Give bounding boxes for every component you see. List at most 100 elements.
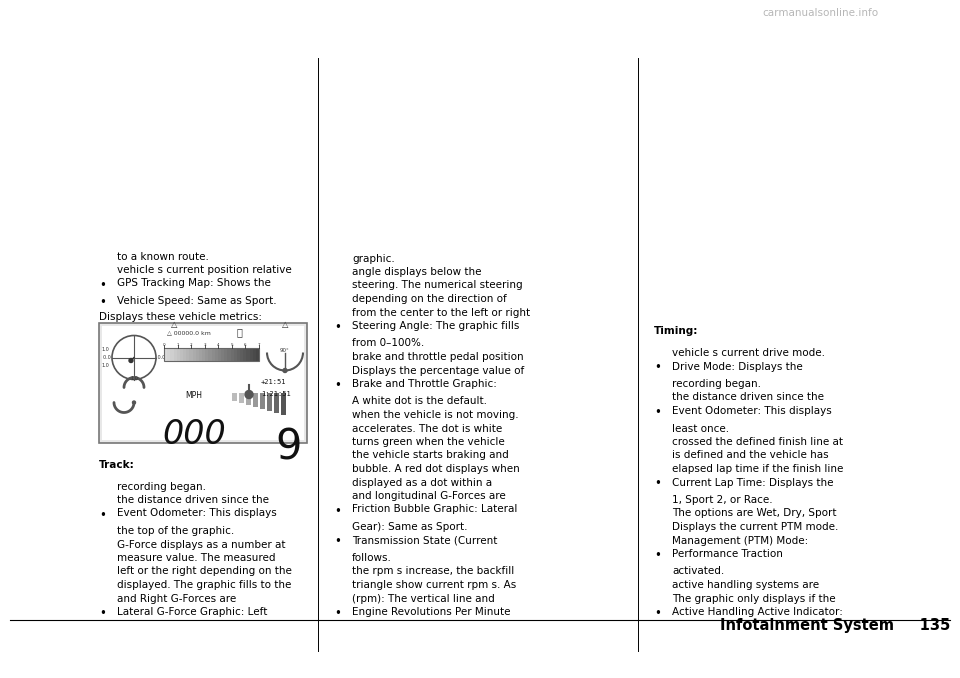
Bar (193, 348, 196, 361)
Text: GPS Tracking Map: Shows the: GPS Tracking Map: Shows the (117, 279, 271, 289)
Text: Gear): Same as Sport.: Gear): Same as Sport. (352, 522, 468, 532)
Bar (239, 393, 244, 403)
Text: 1:21:51: 1:21:51 (261, 391, 291, 397)
Circle shape (132, 401, 135, 404)
Bar (189, 348, 193, 361)
Bar (274, 393, 279, 412)
Bar (174, 348, 178, 361)
Text: Management (PTM) Mode:: Management (PTM) Mode: (672, 536, 808, 546)
Text: the distance driven since the: the distance driven since the (672, 393, 824, 403)
Bar (225, 348, 228, 361)
Text: Track:: Track: (99, 460, 134, 470)
Text: The options are Wet, Dry, Sport: The options are Wet, Dry, Sport (672, 508, 836, 519)
Circle shape (283, 369, 287, 372)
Text: Current Lap Time: Displays the: Current Lap Time: Displays the (672, 477, 833, 487)
Text: 90°: 90° (280, 348, 290, 353)
Text: Friction Bubble Graphic: Lateral: Friction Bubble Graphic: Lateral (352, 504, 517, 515)
Text: the distance driven since the: the distance driven since the (117, 495, 269, 505)
Bar (164, 348, 259, 361)
Text: the vehicle starts braking and: the vehicle starts braking and (352, 450, 509, 460)
Text: measure value. The measured: measure value. The measured (117, 553, 276, 563)
Text: 1, Sport 2, or Race.: 1, Sport 2, or Race. (672, 495, 773, 505)
Text: 2: 2 (190, 344, 192, 348)
Text: 9: 9 (276, 426, 302, 468)
Bar (253, 393, 258, 407)
Bar (102, 325, 304, 439)
Bar (252, 348, 256, 361)
Text: activated.: activated. (672, 567, 724, 576)
Bar (221, 348, 225, 361)
Text: bubble. A red dot displays when: bubble. A red dot displays when (352, 464, 519, 474)
Bar (232, 393, 237, 401)
Text: Drive Mode: Displays the: Drive Mode: Displays the (672, 361, 803, 372)
Text: △: △ (281, 319, 288, 329)
Bar (164, 348, 168, 361)
Text: 3: 3 (204, 344, 206, 348)
Bar (180, 348, 183, 361)
Bar (247, 348, 250, 361)
Text: recording began.: recording began. (117, 481, 206, 492)
Bar (183, 348, 186, 361)
Text: Event Odometer: This displays: Event Odometer: This displays (672, 406, 831, 416)
Text: •: • (654, 406, 660, 419)
Text: crossed the defined finish line at: crossed the defined finish line at (672, 437, 843, 447)
Text: •: • (654, 549, 660, 562)
Bar (211, 348, 215, 361)
Bar (177, 348, 180, 361)
Text: left or the right depending on the: left or the right depending on the (117, 567, 292, 576)
Text: elapsed lap time if the finish line: elapsed lap time if the finish line (672, 464, 844, 474)
Text: displayed. The graphic fills to the: displayed. The graphic fills to the (117, 580, 292, 590)
Text: •: • (654, 607, 660, 620)
Text: A white dot is the default.: A white dot is the default. (352, 397, 487, 407)
Text: △ 00000.0 km: △ 00000.0 km (167, 330, 211, 335)
Text: from the center to the left or right: from the center to the left or right (352, 308, 530, 317)
Text: graphic.: graphic. (352, 254, 395, 264)
Text: steering. The numerical steering: steering. The numerical steering (352, 281, 522, 290)
Bar (243, 348, 247, 361)
Text: The graphic only displays if the: The graphic only displays if the (672, 593, 835, 603)
Bar (250, 348, 253, 361)
Bar (230, 348, 234, 361)
Text: Displays the percentage value of: Displays the percentage value of (352, 365, 524, 376)
Text: G-Force displays as a number at: G-Force displays as a number at (117, 540, 285, 549)
Text: Performance Traction: Performance Traction (672, 549, 782, 559)
Text: 4: 4 (217, 344, 220, 348)
Text: •: • (99, 296, 106, 309)
Text: Lateral G-Force Graphic: Left: Lateral G-Force Graphic: Left (117, 607, 268, 617)
Bar (102, 325, 304, 439)
Text: •: • (654, 361, 660, 374)
Text: MPH: MPH (185, 391, 203, 399)
Text: +21:51: +21:51 (261, 380, 286, 386)
Circle shape (129, 359, 133, 363)
Text: •: • (99, 607, 106, 620)
Text: depending on the direction of: depending on the direction of (352, 294, 507, 304)
Text: •: • (99, 279, 106, 292)
Bar (260, 393, 265, 409)
Text: Displays the current PTM mode.: Displays the current PTM mode. (672, 522, 838, 532)
Text: Infotainment System     135: Infotainment System 135 (720, 618, 950, 633)
Text: 1.0: 1.0 (101, 363, 109, 368)
Text: active handling systems are: active handling systems are (672, 580, 819, 590)
Bar (202, 348, 205, 361)
Bar (228, 348, 231, 361)
Text: follows.: follows. (352, 553, 392, 563)
Bar (218, 348, 222, 361)
Bar (281, 393, 286, 414)
Bar (237, 348, 241, 361)
Text: brake and throttle pedal position: brake and throttle pedal position (352, 352, 523, 362)
Text: 1.0: 1.0 (101, 347, 109, 352)
Text: displayed as a dot within a: displayed as a dot within a (352, 477, 492, 487)
Text: •: • (99, 508, 106, 521)
Bar (196, 348, 200, 361)
Bar (255, 348, 259, 361)
Text: Active Handling Active Indicator:: Active Handling Active Indicator: (672, 607, 843, 617)
Text: 🚗: 🚗 (236, 327, 242, 338)
Bar (167, 348, 171, 361)
Text: vehicle s current drive mode.: vehicle s current drive mode. (672, 348, 825, 358)
Text: accelerates. The dot is white: accelerates. The dot is white (352, 424, 502, 433)
Text: 000: 000 (162, 418, 226, 450)
Bar (199, 348, 203, 361)
Text: Displays these vehicle metrics:: Displays these vehicle metrics: (99, 313, 262, 323)
Text: 5: 5 (230, 344, 233, 348)
Bar (215, 348, 218, 361)
